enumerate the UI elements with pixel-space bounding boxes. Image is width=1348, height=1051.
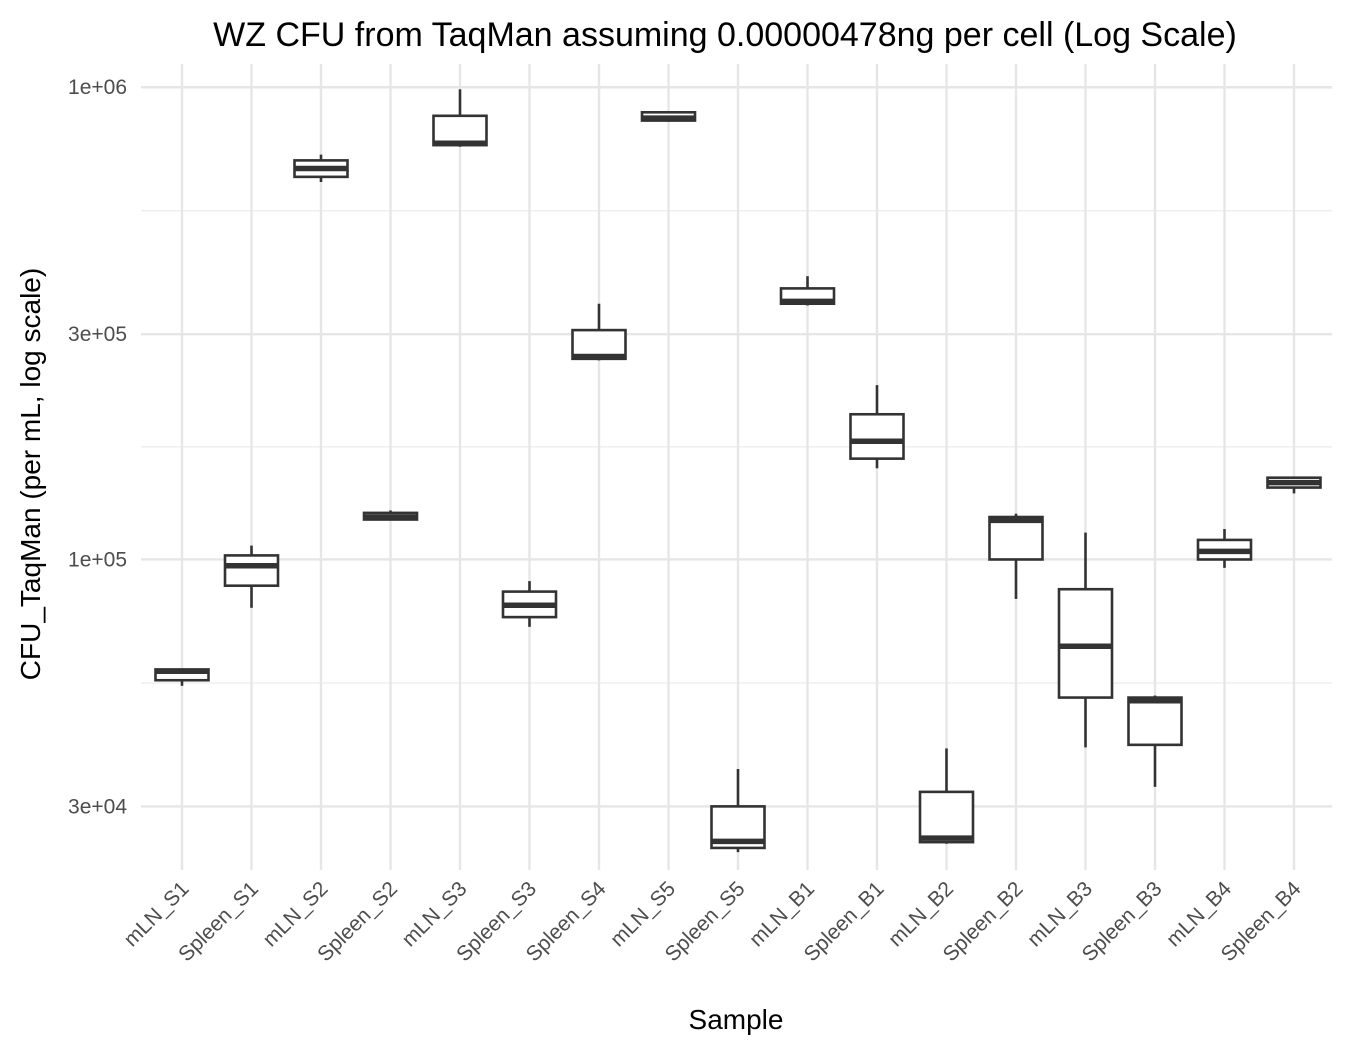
box-Spleen_S3 (501, 581, 558, 627)
y-tick-labels: 3e+04 1e+05 3e+05 1e+06 (68, 76, 127, 818)
box-mLN_S2 (293, 154, 349, 182)
iqr-box (1057, 587, 1114, 699)
grid-layer (141, 64, 1332, 870)
box-Spleen_S1 (223, 545, 280, 608)
x-tick-label: mLN_B1 (745, 877, 819, 951)
box-mLN_B1 (779, 276, 836, 306)
x-tick-label: mLN_S3 (397, 877, 471, 951)
x-tick-label: mLN_S5 (606, 877, 680, 951)
box-mLN_S1 (154, 668, 210, 686)
x-tick-labels: mLN_S1Spleen_S1mLN_S2Spleen_S2mLN_S3Sple… (119, 877, 1305, 966)
iqr-box (988, 515, 1044, 561)
box-Spleen_S5 (710, 768, 766, 853)
box-mLN_B3 (1057, 532, 1114, 748)
iqr-box (918, 790, 975, 844)
y-axis-title: CFU_TaqMan (per mL, log scale) (15, 268, 46, 680)
y-tick-label: 3e+05 (68, 323, 127, 346)
box-Spleen_B1 (849, 385, 905, 469)
box-mLN_B4 (1196, 529, 1253, 568)
y-tick-label: 1e+06 (68, 76, 127, 99)
chart-title: WZ CFU from TaqMan assuming 0.00000478ng… (213, 16, 1237, 54)
iqr-box (1127, 696, 1183, 747)
box-Spleen_B2 (988, 513, 1044, 599)
box-Spleen_B3 (1127, 695, 1183, 787)
x-tick-label: mLN_B3 (1023, 877, 1097, 951)
x-tick-label: mLN_S1 (119, 877, 193, 951)
y-tick-label: 3e+04 (68, 795, 127, 818)
x-axis-title: Sample (689, 1004, 784, 1035)
x-tick-label: mLN_S2 (258, 877, 332, 951)
iqr-box (849, 412, 905, 460)
box-mLN_B2 (918, 748, 975, 844)
iqr-box (223, 554, 280, 587)
boxes-layer (154, 89, 1322, 853)
box-Spleen_S2 (362, 510, 419, 521)
x-tick-label: mLN_B2 (884, 877, 958, 951)
box-Spleen_S4 (571, 303, 627, 361)
box-Spleen_B4 (1266, 476, 1322, 494)
box-mLN_S3 (432, 89, 488, 147)
y-tick-label: 1e+05 (68, 548, 127, 571)
box-mLN_S5 (640, 110, 697, 122)
